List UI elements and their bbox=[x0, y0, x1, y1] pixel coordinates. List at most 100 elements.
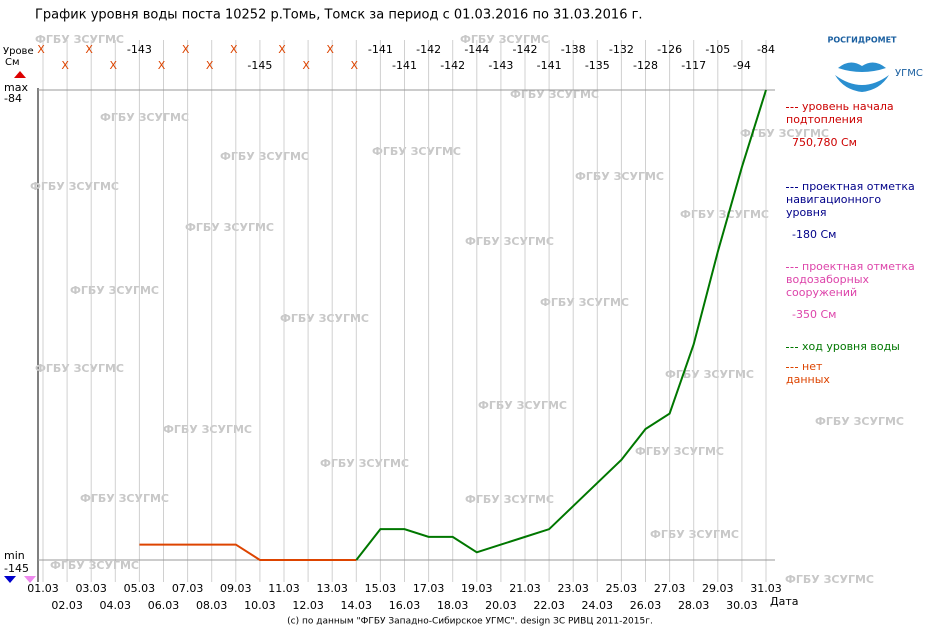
watermark: ФГБУ ЗСУГМС bbox=[80, 492, 169, 505]
top-label: X bbox=[158, 59, 166, 72]
x-tick-label: 12.03 bbox=[292, 599, 324, 612]
x-axis-label: Дата bbox=[770, 595, 798, 608]
top-label: X bbox=[182, 43, 190, 56]
top-label: -142 bbox=[440, 59, 465, 72]
x-tick-label: 09.03 bbox=[220, 582, 252, 595]
x-tick-label: 11.03 bbox=[268, 582, 300, 595]
legend-entry: проектная отметка навигационного уровня bbox=[786, 180, 916, 219]
watermark: ФГБУ ЗСУГМС bbox=[665, 368, 754, 381]
legend-swatch bbox=[786, 266, 798, 268]
x-tick-label: 23.03 bbox=[557, 582, 589, 595]
legend-swatch bbox=[786, 366, 798, 368]
top-label: -117 bbox=[681, 59, 706, 72]
y-min-label: min bbox=[4, 549, 25, 562]
watermark: ФГБУ ЗСУГМС bbox=[35, 362, 124, 375]
watermark: ФГБУ ЗСУГМС bbox=[30, 180, 119, 193]
watermark: ФГБУ ЗСУГМС bbox=[740, 127, 829, 140]
y-tick-label: -84 bbox=[4, 92, 22, 105]
legend-text: -180 См bbox=[792, 228, 837, 241]
watermark: ФГБУ ЗСУГМС bbox=[650, 528, 739, 541]
x-tick-label: 15.03 bbox=[365, 582, 397, 595]
legend-text: 750,780 См bbox=[792, 136, 857, 149]
legend-text: проектная отметка навигационного уровня bbox=[786, 180, 915, 219]
x-tick-label: 10.03 bbox=[244, 599, 276, 612]
watermark: ФГБУ ЗСУГМС bbox=[785, 573, 874, 586]
x-tick-label: 16.03 bbox=[389, 599, 421, 612]
legend-text: уровень начала подтопления bbox=[786, 100, 894, 126]
top-label: -143 bbox=[127, 43, 152, 56]
top-label: -138 bbox=[561, 43, 586, 56]
legend-text: проектная отметка водозаборных сооружени… bbox=[786, 260, 915, 299]
top-label: -142 bbox=[513, 43, 538, 56]
min-marker bbox=[4, 576, 16, 583]
legend-entry: нет данных bbox=[786, 360, 856, 386]
logo-name: РОСГИДРОМЕТ bbox=[828, 36, 898, 45]
x-tick-label: 17.03 bbox=[413, 582, 445, 595]
top-label: X bbox=[278, 43, 286, 56]
watermark: ФГБУ ЗСУГМС bbox=[163, 423, 252, 436]
x-tick-label: 14.03 bbox=[341, 599, 373, 612]
legend-value: -180 См bbox=[792, 228, 836, 241]
watermark: ФГБУ ЗСУГМС bbox=[465, 235, 554, 248]
top-label: -145 bbox=[247, 59, 272, 72]
watermark: ФГБУ ЗСУГМС bbox=[460, 33, 549, 46]
legend-text: ход уровня воды bbox=[802, 340, 900, 353]
x-tick-label: 24.03 bbox=[582, 599, 614, 612]
top-label: -143 bbox=[488, 59, 513, 72]
watermark: ФГБУ ЗСУГМС bbox=[280, 312, 369, 325]
top-label: X bbox=[230, 43, 238, 56]
x-tick-label: 25.03 bbox=[606, 582, 638, 595]
top-label: -128 bbox=[633, 59, 658, 72]
x-tick-label: 02.03 bbox=[51, 599, 83, 612]
top-label: X bbox=[37, 43, 45, 56]
legend-value: 750,780 См bbox=[792, 136, 857, 149]
watermark: ФГБУ ЗСУГМС bbox=[680, 208, 769, 221]
y-tick-label: -145 bbox=[4, 562, 29, 575]
watermark: ФГБУ ЗСУГМС bbox=[815, 415, 904, 428]
x-tick-label: 22.03 bbox=[533, 599, 565, 612]
watermark: ФГБУ ЗСУГМС bbox=[35, 33, 124, 46]
watermark: ФГБУ ЗСУГМС bbox=[635, 445, 724, 458]
x-tick-label: 06.03 bbox=[148, 599, 180, 612]
x-tick-label: 29.03 bbox=[702, 582, 734, 595]
watermark: ФГБУ ЗСУГМС bbox=[320, 457, 409, 470]
top-label: X bbox=[110, 59, 118, 72]
top-label: -141 bbox=[392, 59, 417, 72]
x-tick-label: 30.03 bbox=[726, 599, 758, 612]
x-tick-label: 13.03 bbox=[316, 582, 348, 595]
watermark: ФГБУ ЗСУГМС bbox=[540, 296, 629, 309]
logo: РОСГИДРОМЕТ УГМС bbox=[828, 36, 923, 92]
top-label: -141 bbox=[368, 43, 393, 56]
chart-title: График уровня воды поста 10252 р.Томь, Т… bbox=[35, 8, 643, 23]
top-label: -141 bbox=[537, 59, 562, 72]
x-tick-label: 07.03 bbox=[172, 582, 204, 595]
top-label: X bbox=[61, 59, 69, 72]
series-line bbox=[355, 89, 767, 561]
watermark: ФГБУ ЗСУГМС bbox=[100, 111, 189, 124]
y-max-label: max bbox=[4, 81, 28, 94]
footer: (c) по данным "ФГБУ Западно-Сибирское УГ… bbox=[287, 617, 653, 627]
x-tick-label: 20.03 bbox=[485, 599, 517, 612]
min-marker bbox=[24, 576, 36, 583]
y-axis-label: Cм bbox=[5, 57, 20, 68]
legend-value: -350 См bbox=[792, 308, 836, 321]
x-tick-label: 27.03 bbox=[654, 582, 686, 595]
watermark: ФГБУ ЗСУГМС bbox=[372, 145, 461, 158]
x-tick-label: 01.03 bbox=[27, 582, 59, 595]
watermark: ФГБУ ЗСУГМС bbox=[510, 88, 599, 101]
y-axis-label: Урове bbox=[3, 46, 34, 57]
watermark: ФГБУ ЗСУГМС bbox=[478, 399, 567, 412]
legend-entry: проектная отметка водозаборных сооружени… bbox=[786, 260, 916, 299]
x-tick-label: 08.03 bbox=[196, 599, 228, 612]
top-label: X bbox=[326, 43, 334, 56]
top-label: -135 bbox=[585, 59, 610, 72]
x-tick-label: 05.03 bbox=[124, 582, 156, 595]
x-tick-label: 26.03 bbox=[630, 599, 662, 612]
legend-swatch bbox=[786, 106, 798, 108]
legend-entry: уровень начала подтопления bbox=[786, 100, 916, 126]
legend-text: -350 См bbox=[792, 308, 837, 321]
top-label: -84 bbox=[757, 43, 775, 56]
x-tick-label: 28.03 bbox=[678, 599, 710, 612]
